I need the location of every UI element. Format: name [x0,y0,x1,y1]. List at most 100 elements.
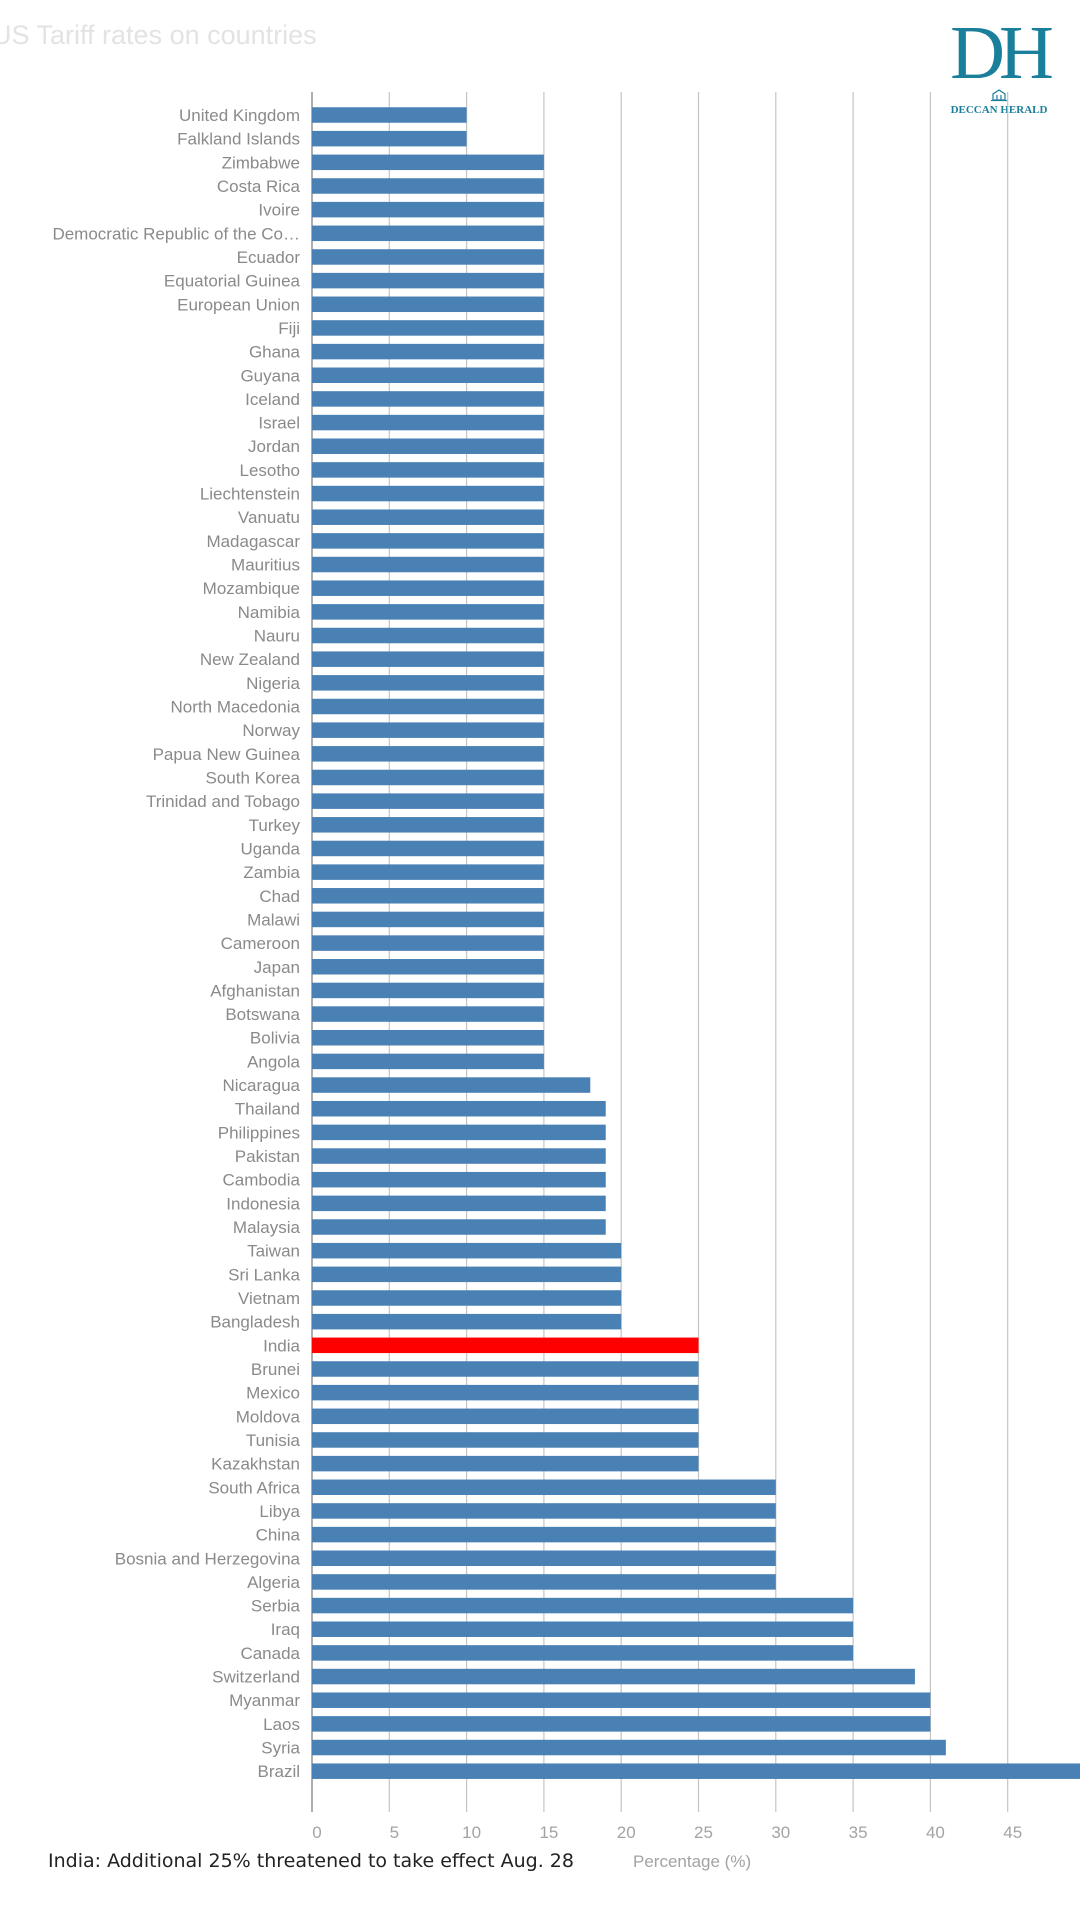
category-label: Zimbabwe [222,153,300,172]
bar [312,367,544,384]
category-label: Malawi [247,910,300,929]
category-label: Indonesia [226,1194,300,1213]
bar-highlight [312,1337,699,1354]
bar [312,769,544,786]
category-label: Serbia [251,1597,301,1616]
bar [312,840,544,857]
category-label: Taiwan [247,1242,300,1261]
bar [312,1219,606,1235]
bar [312,1124,606,1141]
category-label: New Zealand [200,650,300,669]
bar [312,1692,931,1708]
category-label: Democratic Republic of the Co… [52,224,300,243]
category-label: Brazil [257,1762,300,1781]
category-label: Jordan [248,437,300,456]
emblem-icon [991,89,1007,102]
category-label: Algeria [247,1573,300,1592]
category-label: United Kingdom [179,106,300,125]
bar [312,1242,622,1259]
category-label: Malaysia [233,1218,301,1237]
category-label: Mexico [246,1384,300,1403]
logo-monogram: DH [950,11,1054,95]
bar [312,1171,606,1188]
category-label: Nauru [254,627,300,646]
x-tick-labels: 05101520253035404550 [312,1823,1022,1842]
bar [312,225,544,242]
category-label: Liechtenstein [200,485,300,504]
bar [312,249,544,265]
bar [312,1526,776,1543]
bar [312,1479,776,1496]
category-label: Fiji [278,319,300,338]
bar [312,178,544,194]
category-label: Iceland [245,390,300,409]
bar [312,509,544,525]
category-label: Canada [240,1644,300,1663]
category-label: Chad [259,887,300,906]
category-label: Ghana [249,343,301,362]
x-tick-label: 15 [539,1823,558,1842]
bar [312,272,544,289]
bar [312,888,544,904]
category-label: Norway [242,721,300,740]
category-label: Brunei [251,1360,300,1379]
category-label: Bosnia and Herzegovina [115,1549,301,1568]
bar [312,1432,699,1448]
bar [312,1739,946,1756]
bar [312,1148,606,1164]
bar [312,604,544,620]
bar [312,1006,544,1022]
bar [312,1313,622,1330]
bar [312,1763,1080,1779]
category-label: Philippines [218,1123,300,1142]
bar [312,107,467,123]
bar [312,1290,622,1306]
x-axis-label: Percentage (%) [633,1852,752,1871]
footnote: India: Additional 25% threatened to take… [48,1850,574,1872]
category-label: Japan [254,958,300,977]
category-label: Thailand [235,1100,300,1119]
category-label: Israel [258,414,300,433]
logo-wordmark: DECCAN HERALD [950,104,1048,116]
bars [312,107,1080,1779]
category-label: Bolivia [250,1029,301,1048]
bar [312,1266,622,1283]
bar [312,722,544,738]
bar [312,1029,544,1046]
bar [312,485,544,502]
category-labels: United Kingdom Falkland Islands Zimbabwe Co… [52,106,300,1781]
bar [312,533,544,549]
x-tick-label: 35 [849,1823,868,1842]
bar [312,1716,931,1732]
category-label: Trinidad and Tobago [146,792,300,811]
x-tick-label: 20 [617,1823,636,1842]
bar [312,911,544,928]
category-label: North Macedonia [171,698,301,717]
x-tick-label: 30 [771,1823,790,1842]
bar [312,1053,544,1070]
category-label: Papua New Guinea [153,745,301,764]
x-tick-label: 0 [312,1823,321,1842]
category-label: China [256,1526,301,1545]
bar [312,391,544,407]
category-label: Lesotho [240,461,301,480]
category-label: Myanmar [229,1691,300,1710]
bar [312,675,544,691]
bar [312,1503,776,1519]
bar [312,1645,854,1661]
x-tick-label: 25 [694,1823,713,1842]
bar [312,343,544,360]
bar [312,1384,699,1401]
category-label: Nigeria [246,674,300,693]
category-label: Pakistan [235,1147,300,1166]
category-label: Tunisia [246,1431,301,1450]
bar [312,1100,606,1117]
category-label: Mauritius [231,556,300,575]
category-label: Falkland Islands [177,130,300,149]
bar [312,580,544,596]
bar [312,1668,915,1685]
category-label: Botswana [225,1005,300,1024]
bar [312,935,544,951]
category-label: Switzerland [212,1668,300,1687]
